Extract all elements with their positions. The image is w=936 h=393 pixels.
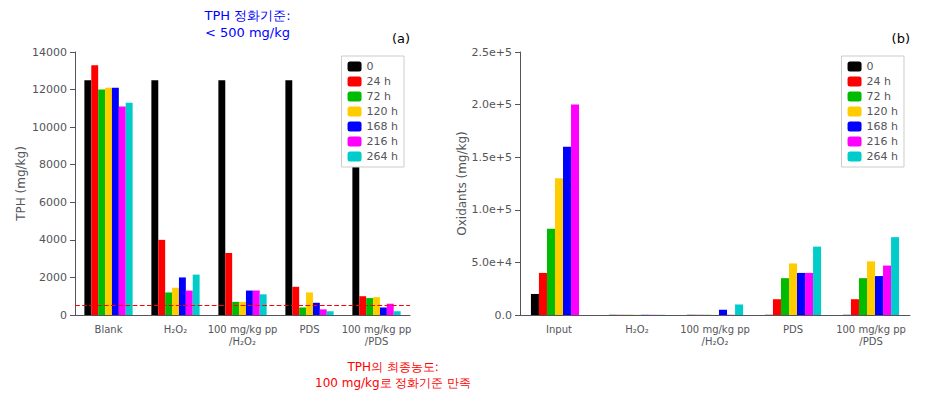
svg-text:72 h: 72 h <box>367 90 391 103</box>
svg-text:Input: Input <box>546 324 572 335</box>
svg-text:2.5e+5: 2.5e+5 <box>472 46 512 59</box>
svg-text:24 h: 24 h <box>367 75 391 88</box>
svg-text:0: 0 <box>867 60 874 73</box>
svg-text:Blank: Blank <box>95 324 123 335</box>
svg-text:120 h: 120 h <box>867 105 898 118</box>
svg-text:< 500 mg/kg: < 500 mg/kg <box>205 25 290 40</box>
svg-text:/PDS: /PDS <box>859 336 882 347</box>
svg-text:1.0e+5: 1.0e+5 <box>472 203 512 216</box>
svg-text:100 mg/kg pp: 100 mg/kg pp <box>208 324 278 335</box>
svg-text:216 h: 216 h <box>367 135 398 148</box>
svg-text:168 h: 168 h <box>367 120 398 133</box>
svg-text:H₂O₂: H₂O₂ <box>625 324 648 335</box>
svg-text:4000: 4000 <box>39 233 67 246</box>
svg-text:(b): (b) <box>892 31 910 46</box>
svg-text:0: 0 <box>367 60 374 73</box>
svg-text:TPH (mg/kg): TPH (mg/kg) <box>14 146 28 222</box>
svg-text:PDS: PDS <box>783 324 803 335</box>
svg-text:1.5e+5: 1.5e+5 <box>472 151 512 164</box>
svg-text:2.0e+5: 2.0e+5 <box>472 98 512 111</box>
svg-text:8000: 8000 <box>39 158 67 171</box>
svg-text:/PDS: /PDS <box>365 336 388 347</box>
svg-text:10000: 10000 <box>32 121 67 134</box>
svg-text:100 mg/kg로 정화기준 만족: 100 mg/kg로 정화기준 만족 <box>315 376 471 390</box>
svg-text:168 h: 168 h <box>867 120 898 133</box>
svg-text:12000: 12000 <box>32 83 67 96</box>
svg-text:100 mg/kg pp: 100 mg/kg pp <box>342 324 412 335</box>
svg-text:(a): (a) <box>392 31 410 46</box>
svg-text:6000: 6000 <box>39 196 67 209</box>
svg-text:264 h: 264 h <box>867 150 898 163</box>
svg-text:0: 0 <box>60 309 67 322</box>
svg-text:TPH의 최종농도:: TPH의 최종농도: <box>346 360 438 374</box>
svg-text:0.0: 0.0 <box>495 309 513 322</box>
svg-text:216 h: 216 h <box>867 135 898 148</box>
svg-text:/H₂O₂: /H₂O₂ <box>702 336 729 347</box>
svg-text:PDS: PDS <box>299 324 319 335</box>
svg-text:2000: 2000 <box>39 271 67 284</box>
svg-text:100 mg/kg pp: 100 mg/kg pp <box>836 324 906 335</box>
svg-text:14000: 14000 <box>32 46 67 59</box>
svg-text:TPH 정화기준:: TPH 정화기준: <box>203 8 290 23</box>
svg-text:/H₂O₂: /H₂O₂ <box>229 336 256 347</box>
svg-text:5.0e+4: 5.0e+4 <box>472 256 512 269</box>
svg-text:264 h: 264 h <box>367 150 398 163</box>
svg-text:100 mg/kg pp: 100 mg/kg pp <box>680 324 750 335</box>
svg-text:24 h: 24 h <box>867 75 891 88</box>
svg-text:Oxidants (mg/kg): Oxidants (mg/kg) <box>455 131 469 236</box>
svg-text:72 h: 72 h <box>867 90 891 103</box>
svg-text:H₂O₂: H₂O₂ <box>164 324 187 335</box>
svg-text:120 h: 120 h <box>367 105 398 118</box>
